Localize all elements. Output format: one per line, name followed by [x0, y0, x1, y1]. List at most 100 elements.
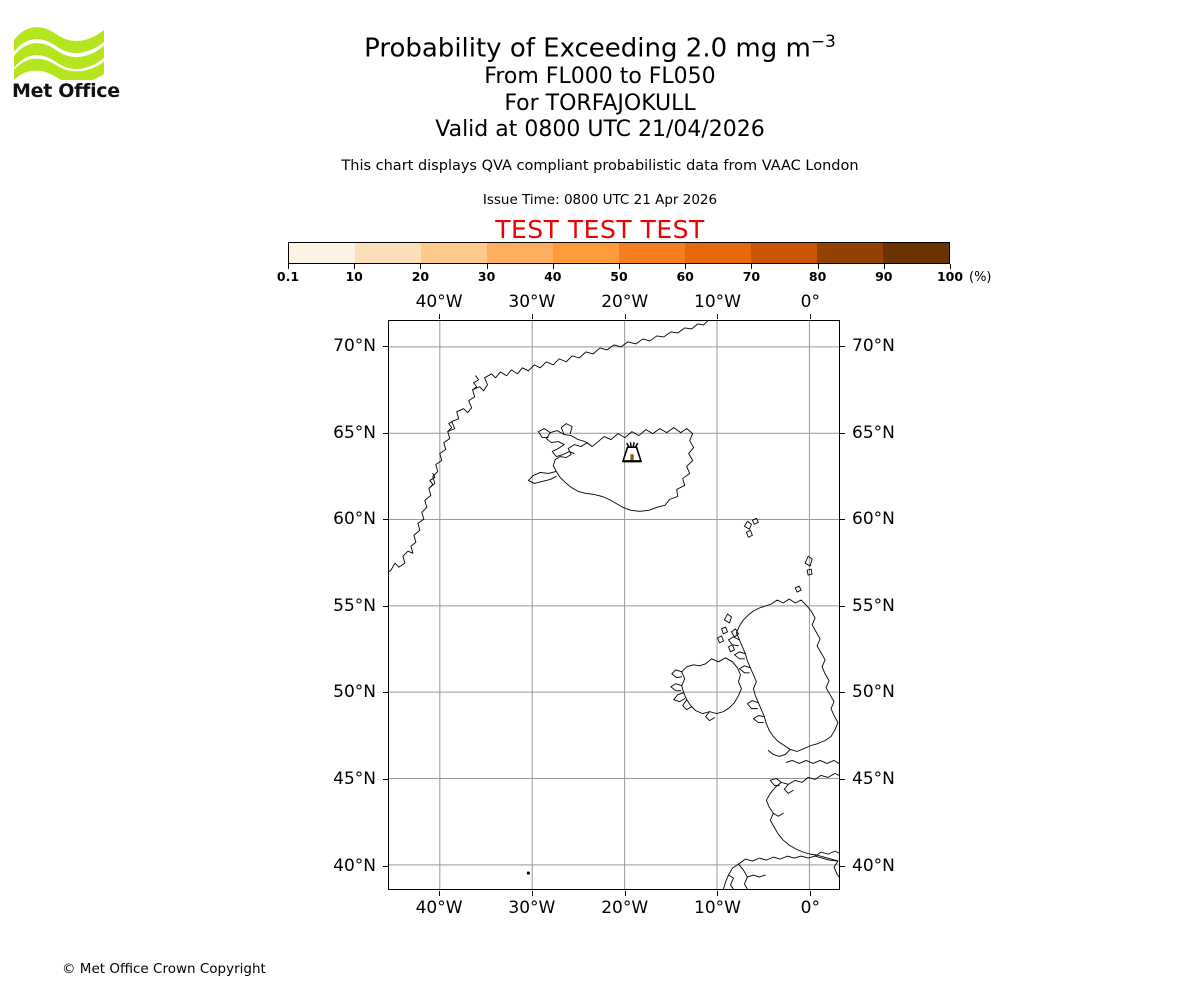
lon-label-bottom-0: 40°W [415, 898, 463, 918]
colorbar-band-8 [817, 243, 883, 263]
colorbar-band-0 [289, 243, 355, 263]
colorbar-unit-label: (%) [969, 270, 992, 285]
lon-label-bottom-1: 30°W [508, 898, 556, 918]
lat-tickmark-0 [840, 345, 845, 347]
probability-colorbar [288, 242, 950, 264]
lon-tickmark-3 [717, 314, 719, 319]
colorbar-band-4 [553, 243, 619, 263]
lon-label-top-2: 20°W [601, 292, 649, 312]
map-gridlines [389, 321, 839, 889]
met-office-wave-icon [14, 27, 104, 80]
lon-tickmark-0 [439, 891, 441, 896]
lat-label-left-5: 45°N [333, 769, 376, 790]
lon-label-top-1: 30°W [508, 292, 556, 312]
lat-label-left-4: 50°N [333, 682, 376, 703]
lat-tickmark-5 [383, 779, 388, 781]
lat-label-right-4: 50°N [852, 682, 895, 703]
lon-label-bottom-4: 0° [800, 898, 820, 918]
lon-tickmark-4 [810, 314, 812, 319]
lon-tickmark-2 [624, 314, 626, 319]
colorbar-tick-label-9: 90 [875, 269, 893, 284]
colorbar-tick-label-10: 100 [936, 269, 964, 284]
lon-tickmark-1 [531, 314, 533, 319]
lat-label-right-5: 45°N [852, 769, 895, 790]
colorbar-tick-0 [288, 264, 289, 269]
lon-tickmark-3 [717, 891, 719, 896]
lat-label-left-3: 55°N [333, 595, 376, 616]
lat-tickmark-3 [383, 605, 388, 607]
qva-note: This chart displays QVA compliant probab… [341, 158, 859, 174]
lat-tickmark-6 [840, 865, 845, 867]
lon-label-top-0: 40°W [415, 292, 463, 312]
colorbar-tick-6 [685, 264, 687, 269]
lat-tickmark-4 [383, 692, 388, 694]
colorbar-band-6 [685, 243, 751, 263]
colorbar-tick-label-0: 0.1 [276, 269, 300, 284]
colorbar-tick-7 [751, 264, 753, 269]
colorbar-tick-9 [883, 264, 885, 269]
issue-time-label: Issue Time: 0800 UTC 21 Apr 2026 [482, 192, 718, 208]
lat-label-left-6: 40°N [333, 855, 376, 876]
colorbar-tick-labels: 0.1 10 20 30 40 50 60 70 80 90 100 [277, 269, 963, 285]
map-canvas [389, 321, 839, 889]
colorbar-tick-5 [619, 264, 620, 269]
lon-label-top-4: 0° [800, 292, 820, 312]
lat-label-right-0: 70°N [852, 335, 895, 356]
lat-label-left-2: 60°N [333, 509, 376, 530]
lon-tickmark-2 [624, 891, 626, 896]
colorbar-tick-label-5: 50 [610, 269, 628, 284]
colorbar-tick-3 [486, 264, 488, 269]
test-banner: TEST TEST TEST [495, 215, 705, 244]
colorbar-band-5 [619, 243, 685, 263]
map-plot-area[interactable] [388, 320, 840, 890]
colorbar-tick-label-8: 80 [808, 269, 827, 284]
lat-label-right-3: 55°N [852, 595, 895, 616]
colorbar-tick-label-6: 60 [676, 269, 694, 284]
colorbar-tick-8 [817, 264, 819, 269]
lon-label-bottom-2: 20°W [601, 898, 649, 918]
met-office-logo-text: Met Office [12, 80, 120, 102]
lat-tickmark-3 [840, 605, 845, 607]
colorbar-band-2 [421, 243, 487, 263]
lat-label-right-2: 60°N [852, 509, 895, 530]
lon-label-top-3: 10°W [694, 292, 741, 312]
page-title-exponent: −3 [810, 32, 836, 52]
colorbar-band-3 [487, 243, 553, 263]
colorbar-tick-label-1: 10 [345, 269, 363, 284]
colorbar-tick-4 [552, 264, 554, 269]
colorbar-tick-label-7: 70 [742, 269, 761, 284]
lat-tickmark-0 [383, 345, 388, 347]
copyright-label: © Met Office Crown Copyright [62, 961, 266, 977]
lat-tickmark-4 [840, 692, 845, 694]
flight-level-range: From FL000 to FL050 [484, 64, 716, 89]
colorbar-tickmarks [288, 264, 951, 270]
colorbar-band-9 [883, 243, 949, 263]
lon-tickmark-4 [810, 891, 812, 896]
met-office-logo: Met Office [12, 18, 122, 118]
lat-tickmark-1 [383, 432, 388, 434]
colorbar-band-7 [751, 243, 817, 263]
volcano-name-label: For TORFAJOKULL [504, 91, 696, 116]
lat-tickmark-2 [840, 519, 845, 521]
lat-label-right-6: 40°N [852, 855, 895, 876]
lat-tickmark-5 [840, 779, 845, 781]
lat-tickmark-1 [840, 432, 845, 434]
page-title: Probability of Exceeding 2.0 mg m−3 [0, 26, 1200, 65]
page-title-text: Probability of Exceeding 2.0 mg m [364, 33, 811, 64]
map-coastlines [389, 321, 839, 889]
lon-tickmark-0 [439, 314, 441, 319]
colorbar-tick-1 [354, 264, 356, 269]
lat-label-right-1: 65°N [852, 422, 895, 443]
lat-tickmark-6 [383, 865, 388, 867]
colorbar-tick-label-2: 20 [411, 269, 430, 284]
lat-label-left-1: 65°N [333, 422, 376, 443]
valid-time-label: Valid at 0800 UTC 21/04/2026 [435, 117, 765, 142]
colorbar-bands [288, 242, 950, 264]
lat-label-left-0: 70°N [333, 335, 376, 356]
colorbar-tick-10 [950, 264, 951, 269]
lat-tickmark-2 [383, 519, 388, 521]
volcano-marker-icon [621, 442, 643, 463]
colorbar-tick-label-3: 30 [477, 269, 496, 284]
lon-label-bottom-3: 10°W [694, 898, 741, 918]
colorbar-tick-2 [420, 264, 422, 269]
